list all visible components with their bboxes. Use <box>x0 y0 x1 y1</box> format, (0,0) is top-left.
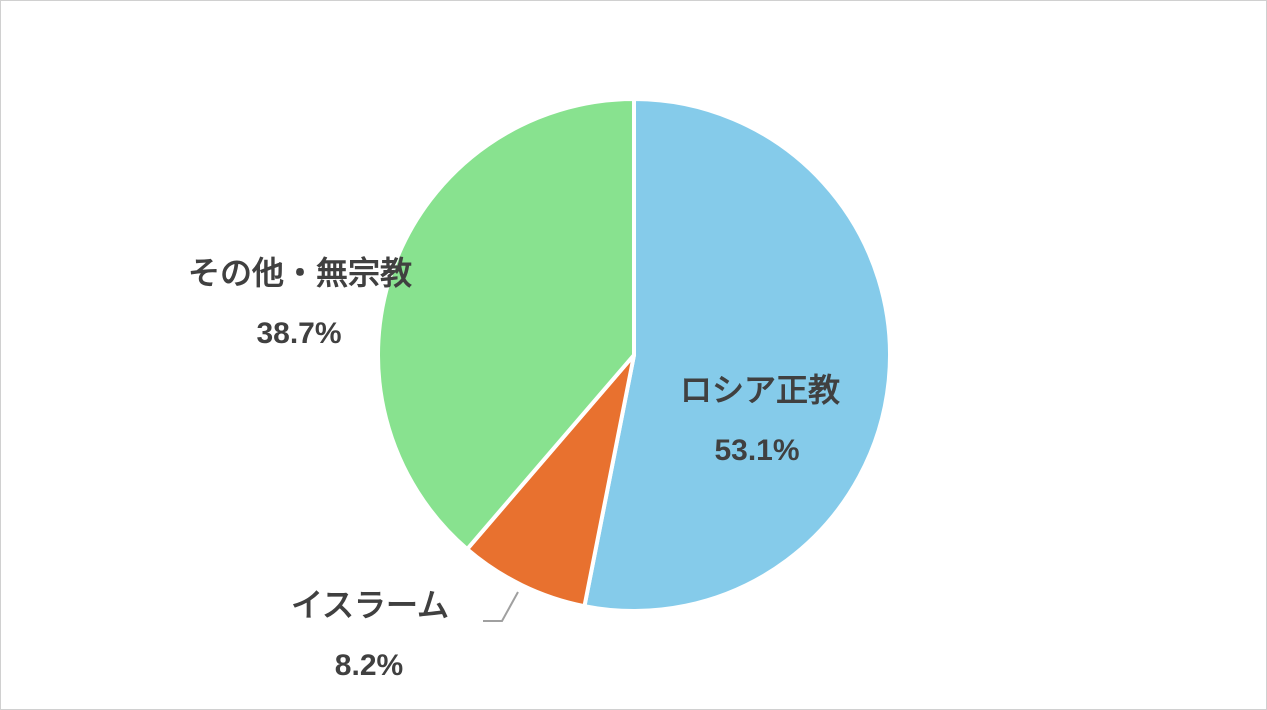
value-label: 53.1% <box>714 434 799 467</box>
pie-slice <box>465 353 636 609</box>
slice-label: イスラーム <box>291 586 449 624</box>
value-label: 38.7% <box>256 317 341 350</box>
slice-label: ロシア正教 <box>680 371 840 409</box>
slice-label: その他・無宗教 <box>188 254 412 292</box>
value-label: 8.2% <box>335 649 403 682</box>
pie-slice <box>376 97 636 552</box>
pie-slice <box>582 97 892 613</box>
leader-line <box>483 591 519 622</box>
